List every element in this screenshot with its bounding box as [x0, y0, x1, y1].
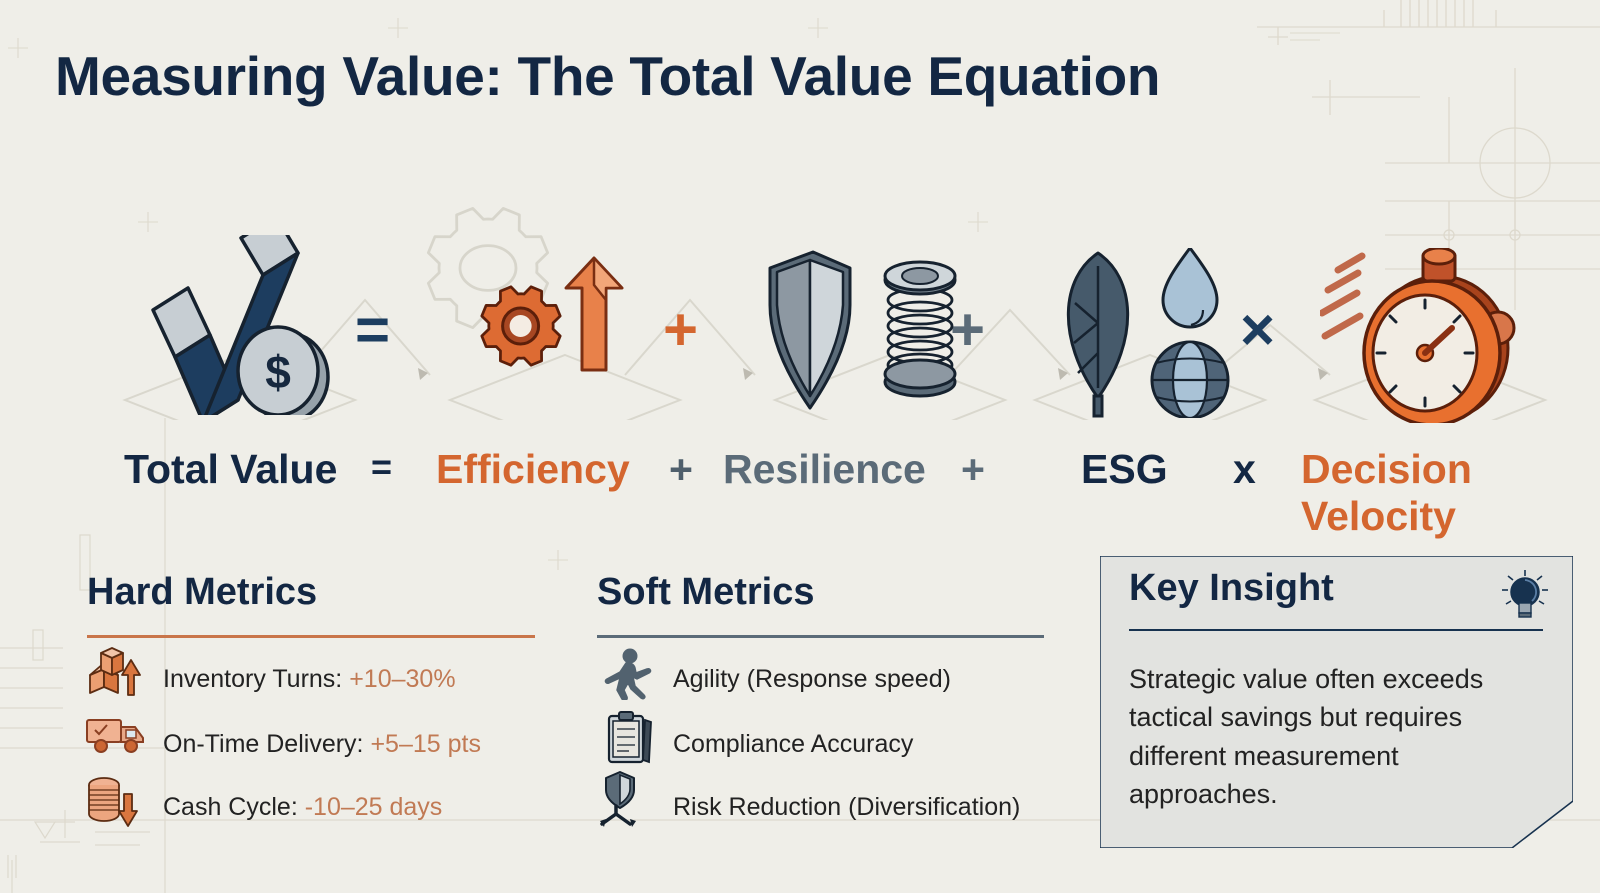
svg-text:$: $ — [265, 346, 291, 398]
